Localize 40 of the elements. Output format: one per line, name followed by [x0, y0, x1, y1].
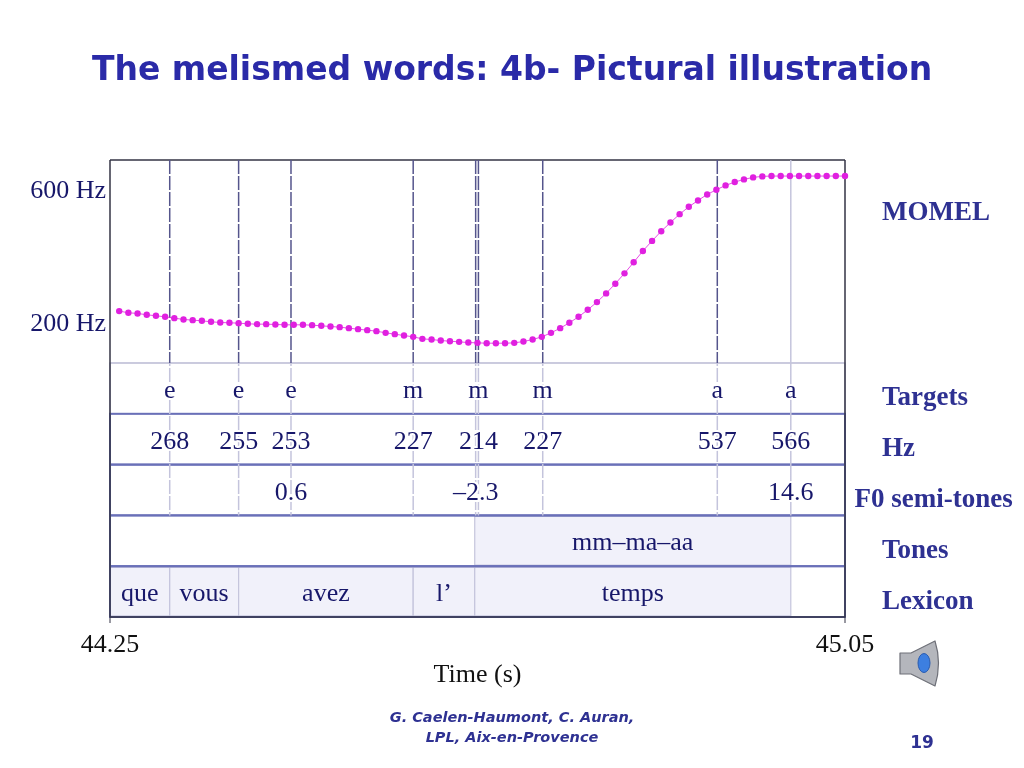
y-tick-label: 200 Hz	[30, 308, 106, 338]
text: Targets	[882, 381, 968, 412]
annotation: a	[785, 374, 798, 404]
annotation: a	[711, 374, 724, 404]
annotation: 537	[697, 425, 737, 455]
annotation: 253	[271, 425, 311, 455]
annotation: 0.6	[274, 476, 308, 506]
annotation: 227	[523, 425, 563, 455]
annotation: e	[285, 374, 297, 404]
annotation: –2.3	[451, 476, 499, 506]
x-tick-label: 45.05	[815, 628, 875, 658]
annotation: 227	[393, 425, 433, 455]
text: 19	[910, 732, 934, 752]
band-label: mm–ma–aa	[572, 527, 694, 557]
series-label: MOMEL	[882, 196, 990, 227]
x-tick-label: 44.25	[80, 628, 140, 658]
y-tick-label: 600 Hz	[30, 174, 106, 204]
band-label: vous	[179, 578, 229, 608]
text: LPL, Aix-en-Provence	[425, 729, 599, 745]
band-label: avez	[302, 578, 350, 608]
chart-title: The melismed words: 4b- Pictural illustration	[91, 48, 933, 88]
annotation: 255	[219, 425, 259, 455]
annotation: e	[163, 374, 176, 404]
annotation: m	[403, 374, 424, 404]
text: Lexicon	[882, 584, 974, 615]
annotation: 14.6	[768, 476, 814, 506]
annotation: m	[532, 374, 553, 404]
text: G. Caelen-Haumont, C. Auran,	[389, 709, 635, 725]
band-label: l’	[436, 578, 452, 608]
band-label: temps	[601, 578, 664, 608]
annotation: m	[468, 374, 489, 404]
annotation: 214	[458, 425, 498, 455]
annotation: 268	[150, 425, 190, 455]
text: Hz	[882, 432, 915, 463]
annotation: e	[232, 374, 245, 404]
annotation: 566	[771, 425, 811, 455]
band-label: que	[121, 578, 159, 608]
x-axis-title: Time (s)	[433, 658, 522, 688]
text: F0 semi-tones	[854, 483, 1013, 513]
text: Tones	[882, 533, 949, 564]
